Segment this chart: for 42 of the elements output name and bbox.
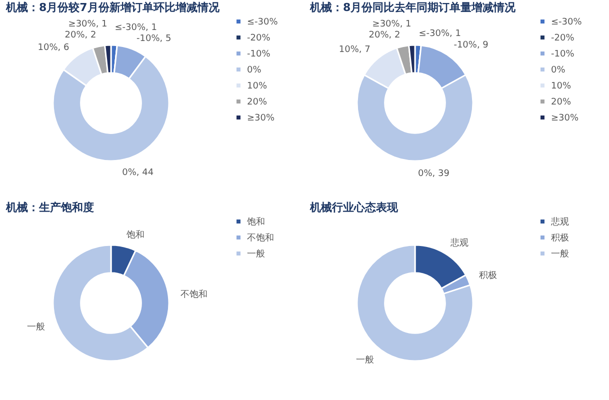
data-label: 积极 <box>479 270 498 282</box>
legend-label: 饱和 <box>246 216 265 228</box>
data-label: 一般 <box>356 354 374 366</box>
data-label: ≥30%, 1 <box>372 20 412 30</box>
data-label: 10%, 7 <box>338 45 370 56</box>
chart-title: 机械行业心态表现 <box>309 201 399 214</box>
legend-label: -10% <box>551 50 575 60</box>
legend-label: 积极 <box>551 232 569 244</box>
chart-title: 机械：8月份较7月份新增订单环比增减情况 <box>5 1 220 14</box>
legend-label: ≥30% <box>247 114 275 124</box>
legend-label: 20% <box>247 98 268 108</box>
legend-label: ≥30% <box>551 114 579 124</box>
legend-label: -20% <box>551 34 575 44</box>
data-label: 0%, 44 <box>122 168 154 178</box>
legend-label: 一般 <box>551 248 569 260</box>
legend-label: 不饱和 <box>247 232 274 244</box>
legend-label: 10% <box>247 82 268 92</box>
data-label: ≤-30%, 1 <box>418 29 461 40</box>
data-label: 不饱和 <box>180 289 208 300</box>
data-label: 一般 <box>27 322 46 333</box>
legend-label: -10% <box>247 50 271 60</box>
data-label: 20%, 2 <box>368 30 400 41</box>
legend-label: 10% <box>551 82 572 92</box>
legend-label: 0% <box>551 66 566 76</box>
data-label: 10%, 6 <box>38 42 70 53</box>
data-label: -10%, 9 <box>454 40 489 51</box>
chart-title: 机械：生产饱和度 <box>5 201 94 214</box>
data-label: ≥30%, 1 <box>68 20 108 30</box>
legend-label: 一般 <box>247 248 265 260</box>
legend-label: ≤-30% <box>247 18 278 28</box>
legend-label: 20% <box>551 98 572 108</box>
data-label: -10%, 5 <box>136 34 172 44</box>
data-label: 20%, 2 <box>64 30 96 41</box>
chart-title: 机械：8月份同比去年同期订单量增减情况 <box>309 1 517 14</box>
data-label: ≤-30%, 1 <box>114 22 157 33</box>
legend-label: 0% <box>247 66 262 76</box>
data-label: 悲观 <box>450 238 469 249</box>
legend-label: -20% <box>247 34 271 44</box>
legend-label: 悲观 <box>550 216 569 228</box>
data-label: 0%, 39 <box>418 169 450 179</box>
legend-label: ≤-30% <box>551 18 582 28</box>
data-label: 饱和 <box>125 230 144 241</box>
